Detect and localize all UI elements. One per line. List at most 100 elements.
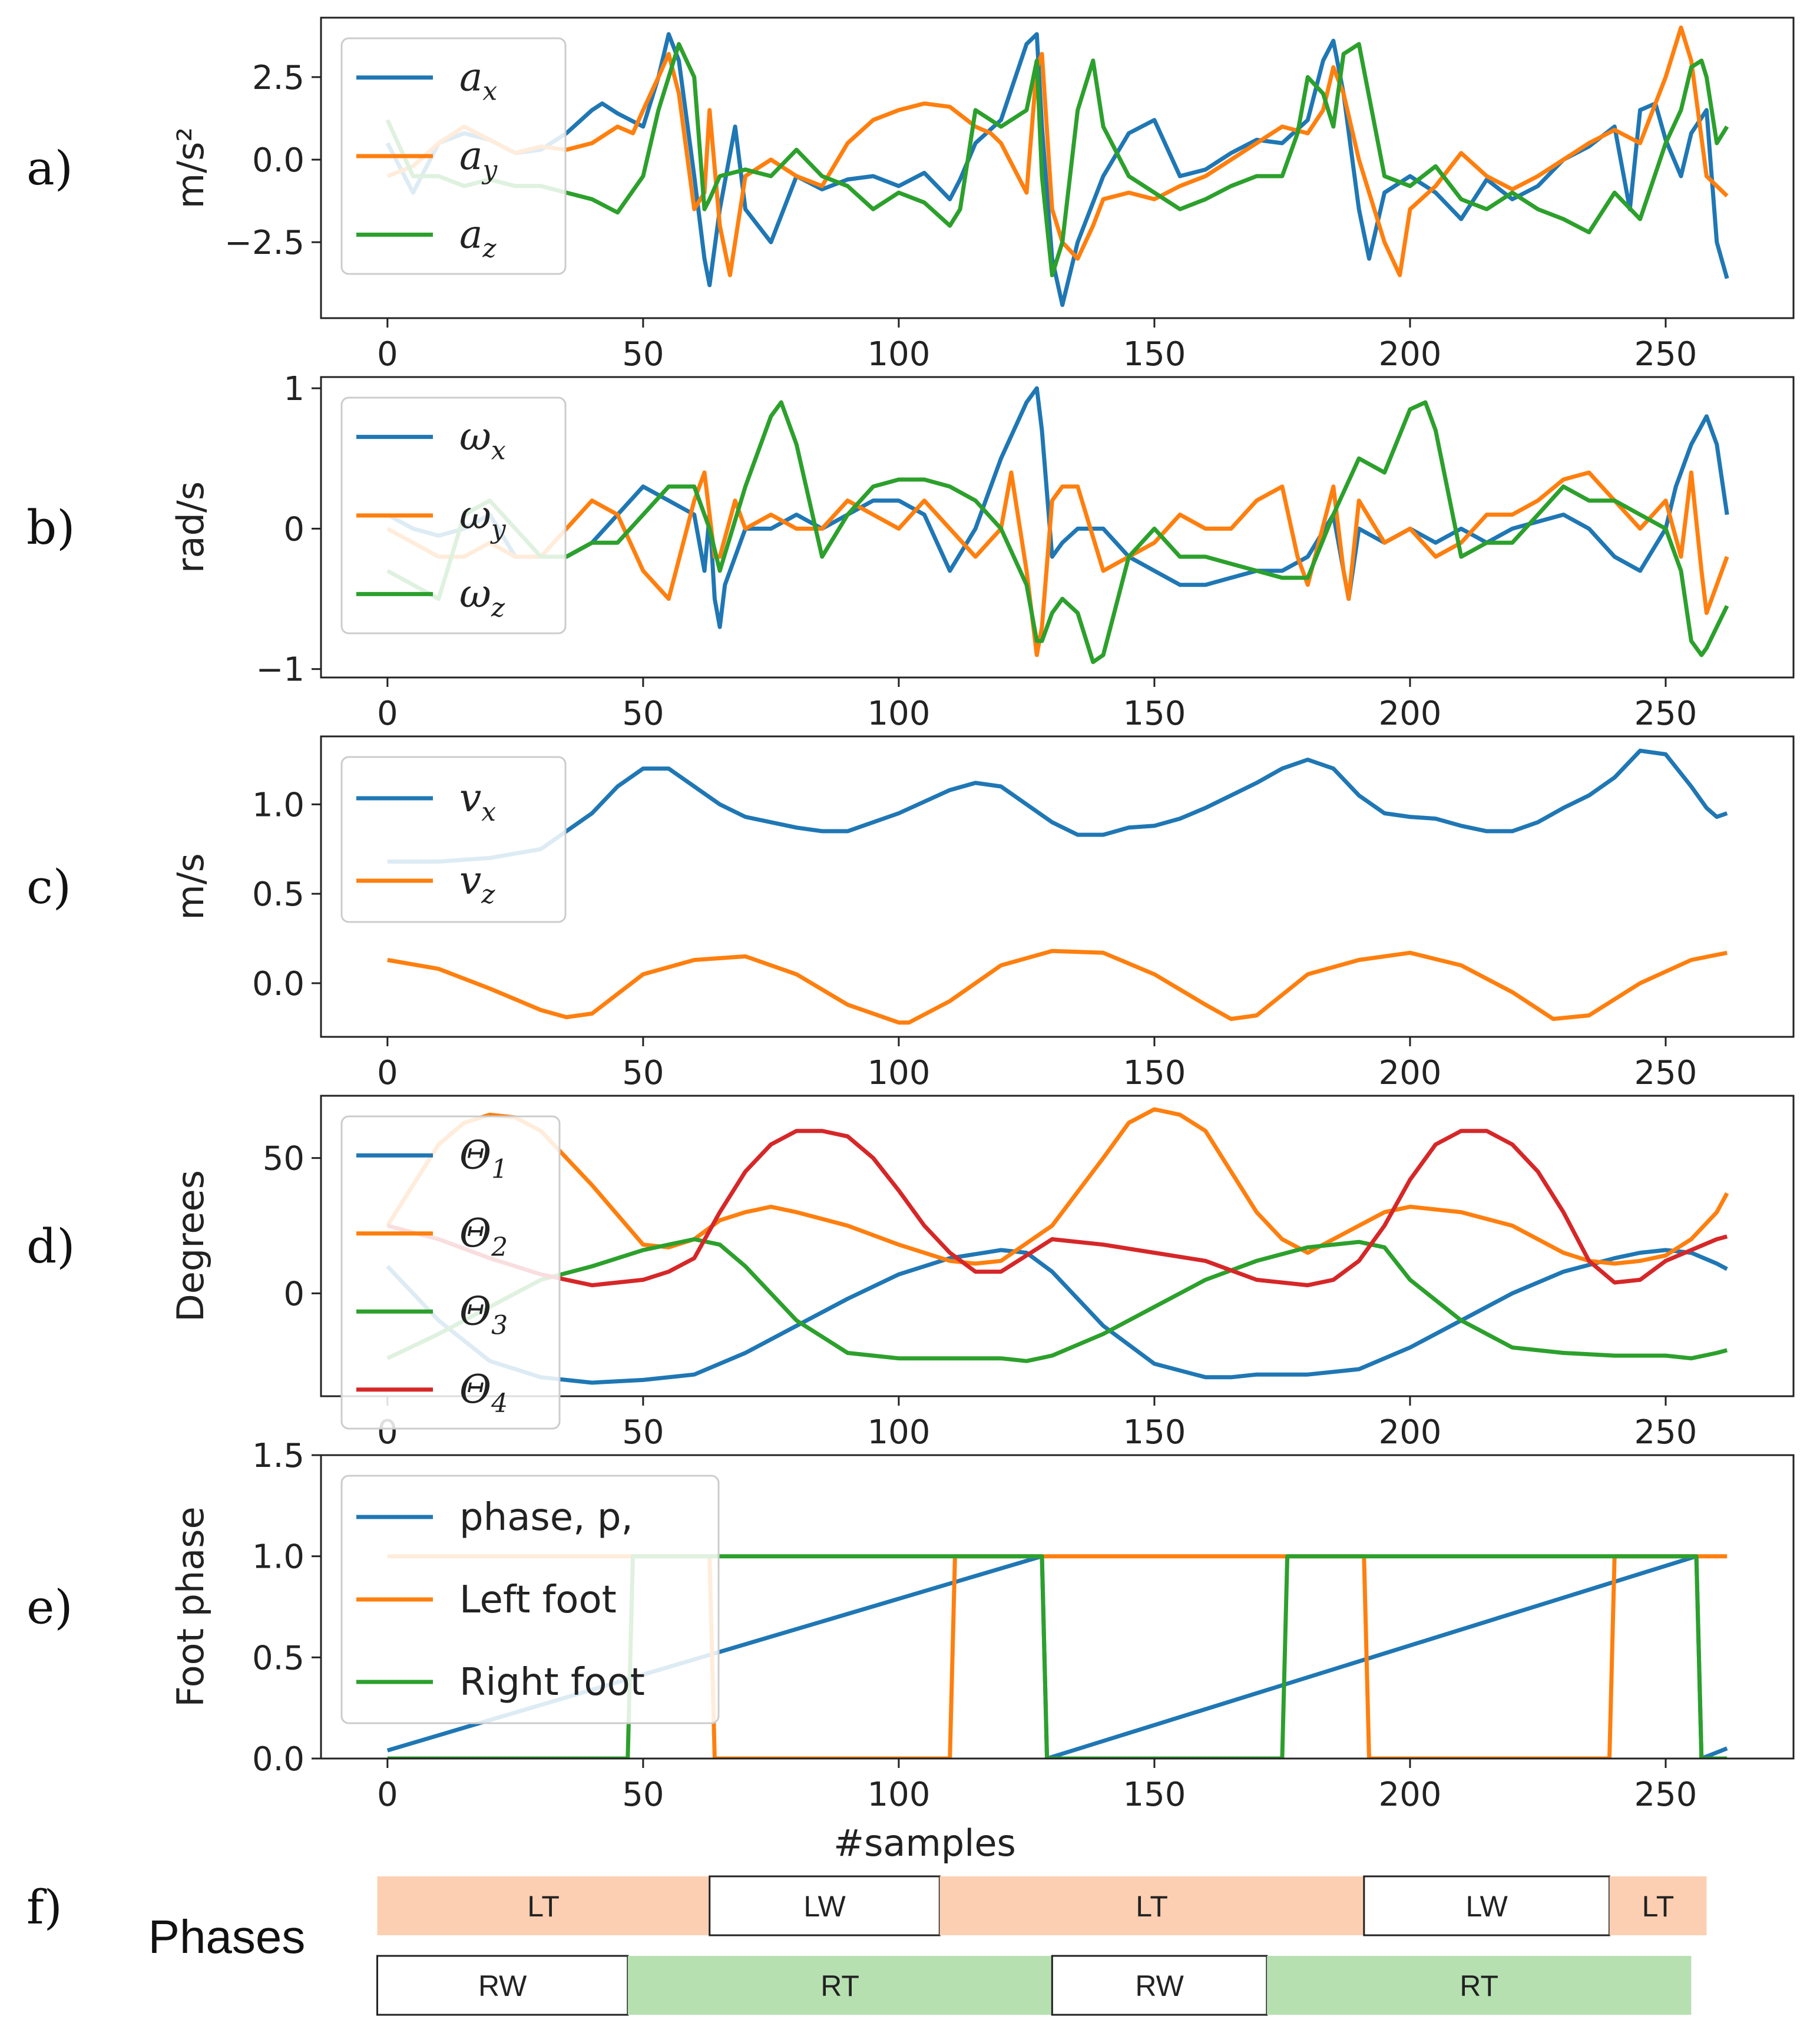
legend-box	[340, 756, 567, 923]
phase-segment-lt	[377, 1876, 710, 1935]
panel-label-d: d)	[27, 1219, 75, 1274]
series-line-y	[386, 470, 1729, 657]
y-tick-label: 50	[263, 1140, 305, 1178]
y-tick-label: 0.5	[252, 1639, 305, 1677]
legend-box	[340, 396, 567, 634]
phase-label: RW	[478, 1969, 527, 2002]
phase-label: LT	[1642, 1890, 1675, 1923]
x-tick-label: 250	[1634, 695, 1697, 733]
series-line-4	[386, 1129, 1728, 1288]
y-tick-label: −2.5	[224, 224, 305, 262]
panel-label-a: a)	[27, 141, 73, 196]
legend-subscript: x	[481, 797, 496, 827]
x-tick-label: 150	[1123, 1776, 1186, 1814]
legend-subscript: y	[490, 514, 507, 544]
panel-label-f: f)	[27, 1880, 62, 1935]
panel-label-e: e)	[27, 1580, 73, 1635]
x-tick-label: 250	[1634, 1776, 1697, 1814]
phase-segment-rw	[376, 1955, 629, 2016]
x-tick-label: 200	[1379, 335, 1442, 374]
y-tick-label: 1.0	[252, 786, 305, 824]
y-tick-label: 1.0	[252, 1538, 305, 1576]
legend-subscript: 3	[491, 1310, 508, 1340]
legend-subscript: z	[491, 593, 505, 623]
legend-box	[340, 1475, 720, 1724]
phase-segment-lt	[939, 1876, 1364, 1935]
x-tick-label: 100	[867, 1054, 930, 1092]
axes-frame	[320, 16, 1795, 319]
phase-segment-lw	[1363, 1875, 1610, 1936]
series-line-vx	[387, 748, 1728, 864]
x-tick-label: 0	[377, 695, 398, 733]
x-tick-label: 0	[377, 335, 398, 374]
y-tick-label: −1	[256, 651, 305, 689]
series-line-z	[386, 400, 1729, 665]
x-tick-label: 100	[867, 695, 930, 733]
y-tick-label: 0.0	[252, 1740, 305, 1779]
x-tick-label: 0	[377, 1776, 398, 1814]
series-line-3	[386, 1237, 1728, 1363]
y-tick-label: 0	[283, 510, 305, 548]
y-tick-label: 1.5	[252, 1437, 305, 1475]
x-tick-label: 50	[622, 1054, 664, 1092]
series-line-az	[385, 42, 1729, 277]
legend-subscript: 1	[491, 1154, 508, 1184]
phase-row-left: LT LW LT LW LT	[377, 1875, 1707, 1936]
legend-subscript: z	[481, 880, 495, 910]
x-tick-label: 50	[622, 695, 664, 733]
phase-label: LW	[803, 1890, 846, 1923]
x-tick-label: 0	[377, 1054, 398, 1092]
legend-subscript: 2	[491, 1232, 508, 1262]
x-tick-label: 100	[867, 1776, 930, 1814]
y-tick-label: 2.5	[252, 59, 305, 97]
phase-label: RW	[1135, 1969, 1184, 2002]
series-line-vz	[387, 948, 1728, 1025]
y-axis-label: rad/s	[169, 481, 212, 573]
legend-entry: Right foot	[459, 1661, 645, 1704]
x-tick-label: 200	[1379, 1776, 1442, 1814]
x-tick-label: 200	[1379, 695, 1442, 733]
y-axis-label: m/s	[169, 853, 212, 920]
x-tick-label: 50	[622, 335, 664, 374]
x-tick-label: 50	[622, 1413, 664, 1452]
phases-title: Phases	[148, 1911, 306, 1963]
panel-label-c: c)	[27, 860, 71, 914]
x-tick-label: 250	[1634, 1054, 1697, 1092]
series-line-ay	[386, 25, 1729, 277]
x-tick-label: 150	[1123, 335, 1186, 374]
y-tick-label: 0.0	[252, 141, 305, 180]
axes-frame	[320, 376, 1795, 679]
axes-frame	[320, 735, 1795, 1038]
phase-segment-lw	[709, 1875, 941, 1936]
x-tick-label: 50	[622, 1776, 664, 1814]
x-tick-label: 200	[1379, 1054, 1442, 1092]
phase-label: LW	[1466, 1890, 1508, 1923]
series-line-2	[385, 1107, 1729, 1266]
y-axis-label: Degrees	[169, 1170, 212, 1322]
x-tick-label: 150	[1123, 695, 1186, 733]
legend-subscript: x	[482, 77, 497, 107]
panel-label-b: b)	[27, 500, 75, 555]
x-tick-label: 150	[1123, 1413, 1186, 1452]
legend-subscript: y	[481, 155, 498, 185]
x-tick-label: 250	[1634, 1413, 1697, 1452]
phase-segment-lt	[1609, 1876, 1707, 1935]
x-tick-label: 200	[1379, 1413, 1442, 1452]
phase-label: LT	[1136, 1890, 1168, 1923]
phase-row-right: RW RT RW RT	[376, 1955, 1692, 2016]
x-tick-label: 100	[867, 335, 930, 374]
phase-segment-rt	[1266, 1956, 1692, 2015]
x-tick-label: 100	[867, 1413, 930, 1452]
series-line-1	[386, 1248, 1728, 1385]
y-axis-label: m/s²	[169, 127, 212, 209]
y-tick-label: 1	[283, 370, 305, 408]
x-axis-label: #samples	[833, 1822, 1016, 1865]
phase-segment-rw	[1051, 1955, 1268, 2016]
legend-subscript: z	[482, 233, 497, 263]
y-tick-label: 0.5	[252, 875, 305, 914]
phase-label: RT	[1460, 1969, 1498, 2002]
axes-frame	[320, 1095, 1795, 1397]
phase-segment-rt	[627, 1956, 1053, 2015]
